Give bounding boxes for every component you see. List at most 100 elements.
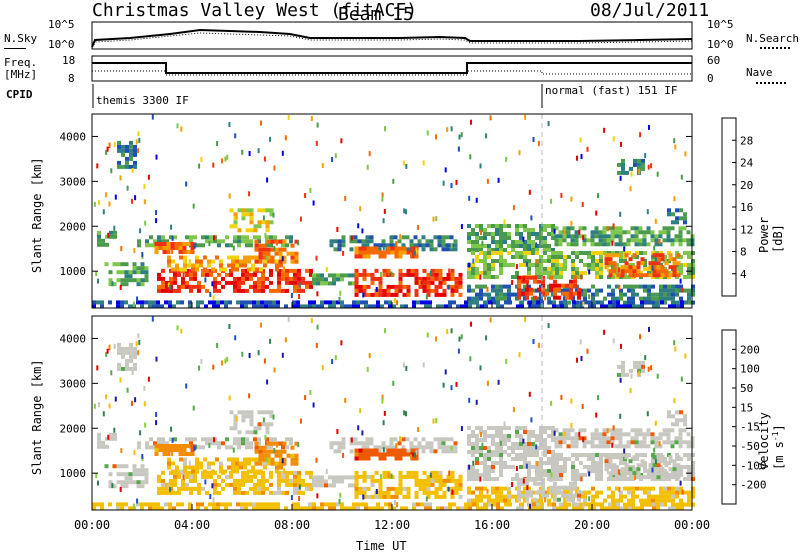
velocity-cell — [633, 364, 637, 369]
power-cell — [116, 304, 120, 309]
power-cell — [543, 240, 547, 244]
velocity-noise-cell — [204, 479, 207, 485]
y-tick-label: 1000 — [60, 265, 87, 278]
velocity-cell — [386, 490, 391, 495]
power-noise-cell — [684, 151, 687, 157]
power-cell — [678, 226, 683, 231]
velocity-cell — [676, 506, 680, 511]
power-cell — [631, 292, 635, 297]
velocity-cell — [556, 506, 560, 511]
power-cell — [201, 284, 205, 289]
power-cell — [643, 284, 647, 289]
power-cell — [400, 304, 404, 309]
velocity-cell — [304, 506, 308, 511]
power-cell — [446, 276, 451, 281]
power-cell — [563, 300, 567, 305]
velocity-cell — [400, 506, 404, 511]
power-cell — [265, 208, 270, 213]
velocity-cell — [503, 438, 507, 442]
velocity-cell — [241, 441, 245, 446]
power-cell — [582, 234, 587, 239]
velocity-cell — [225, 482, 229, 487]
velocity-cell — [370, 474, 375, 479]
power-cell — [173, 280, 177, 285]
power-cell — [471, 240, 475, 244]
power-cell — [507, 296, 511, 301]
velocity-cell — [608, 471, 613, 476]
power-cell — [468, 304, 472, 309]
power-cell — [178, 250, 183, 254]
velocity-cell — [358, 452, 363, 457]
power-cell — [361, 239, 366, 244]
velocity-cell — [547, 461, 551, 465]
velocity-cell — [170, 448, 175, 452]
velocity-cell — [559, 469, 563, 473]
velocity-cell — [565, 485, 569, 490]
velocity-cell — [191, 469, 195, 474]
velocity-cell — [341, 437, 346, 442]
power-cell — [405, 247, 410, 252]
velocity-cell — [691, 486, 695, 491]
velocity-cell — [406, 474, 411, 479]
power-cell — [686, 242, 691, 247]
power-cell — [261, 280, 265, 285]
velocity-cell — [200, 502, 204, 507]
power-cell — [374, 276, 379, 281]
power-cell — [144, 278, 149, 283]
power-cell — [175, 267, 179, 272]
power-cell — [421, 235, 426, 240]
velocity-noise-cell — [380, 474, 382, 479]
power-cell — [263, 259, 267, 264]
power-cell — [595, 275, 599, 279]
velocity-cell — [422, 490, 427, 495]
velocity-cell — [416, 502, 420, 507]
velocity-noise-cell — [334, 355, 337, 361]
power-cell — [634, 226, 639, 231]
power-cell — [394, 250, 399, 255]
velocity-cell — [293, 474, 297, 479]
velocity-cell — [553, 481, 557, 486]
velocity-cell — [233, 437, 237, 442]
power-noise-cell — [93, 201, 96, 207]
power-cell — [125, 144, 129, 149]
power-cell — [539, 240, 543, 244]
power-noise-cell — [96, 163, 99, 169]
power-cell — [521, 279, 525, 284]
velocity-cell — [555, 465, 559, 469]
power-cell — [117, 160, 121, 165]
velocity-cell — [285, 445, 289, 450]
velocity-cell — [328, 475, 332, 480]
velocity-cell — [599, 477, 603, 481]
velocity-cell — [623, 502, 627, 507]
power-cell — [320, 300, 324, 305]
velocity-cell — [531, 450, 535, 454]
power-noise-cell — [457, 146, 460, 152]
power-cell — [667, 284, 671, 289]
power-cell — [440, 304, 444, 309]
velocity-cell — [425, 445, 430, 450]
velocity-cell — [487, 446, 491, 450]
power-cell — [167, 255, 171, 260]
power-cell — [195, 259, 199, 264]
velocity-cell — [678, 432, 683, 437]
velocity-colorbar-label: Velocity [m s-1] — [757, 412, 786, 470]
power-noise-cell — [221, 158, 223, 164]
velocity-cell — [587, 457, 591, 461]
velocity-cell — [316, 479, 320, 484]
power-cell — [249, 276, 253, 281]
power-cell — [631, 284, 635, 289]
velocity-cell — [247, 469, 251, 474]
velocity-cell — [188, 502, 192, 507]
power-cell — [370, 246, 375, 251]
velocity-cell — [575, 469, 579, 473]
power-cell — [651, 300, 655, 305]
velocity-cell — [551, 469, 555, 473]
power-cell — [120, 270, 125, 275]
power-cell — [365, 243, 370, 248]
power-cell — [156, 300, 160, 305]
velocity-cell — [362, 490, 367, 495]
power-cell — [190, 242, 195, 246]
power-cell — [430, 280, 435, 285]
power-cell — [575, 255, 579, 259]
power-cell — [434, 268, 439, 273]
